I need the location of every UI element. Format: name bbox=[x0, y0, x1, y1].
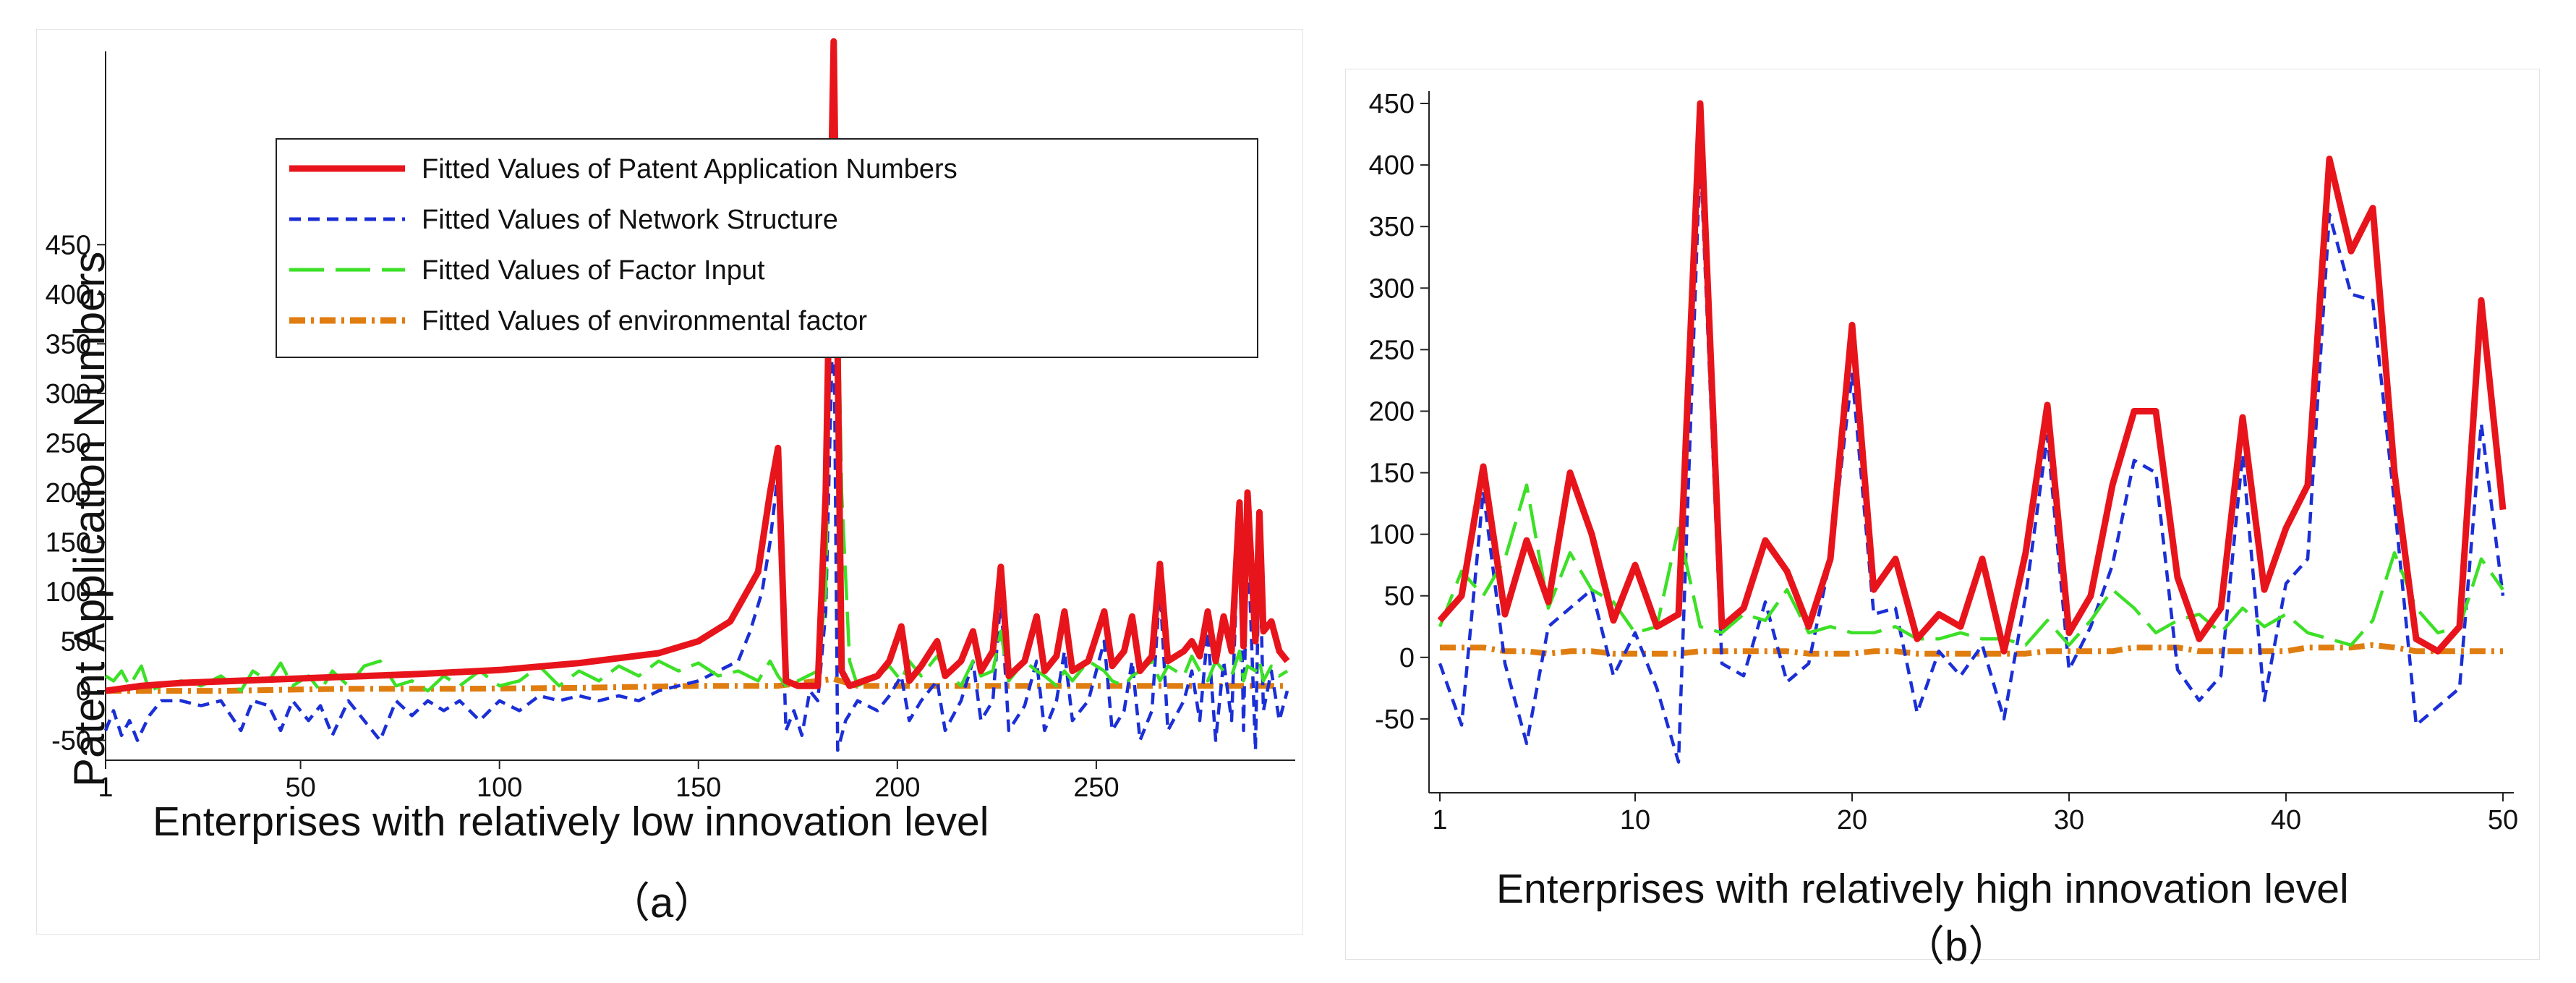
y-tick-label: 150 bbox=[46, 527, 91, 558]
legend-entry: Fitted Values of Network Structure bbox=[277, 197, 1257, 241]
y-tick-label: 50 bbox=[1384, 582, 1415, 612]
y-tick-label: 400 bbox=[46, 280, 91, 310]
series-line-dashdot-a bbox=[106, 676, 1287, 694]
y-tick-label: 400 bbox=[1369, 150, 1415, 181]
y-tick-label: 100 bbox=[46, 577, 91, 608]
legend-line-red bbox=[289, 165, 405, 172]
y-tick-label: 100 bbox=[1369, 520, 1415, 550]
y-tick-label: -50 bbox=[51, 726, 91, 757]
y-tick-label: 350 bbox=[1369, 212, 1415, 242]
legend-line-blue bbox=[289, 217, 405, 221]
y-tick-label: 200 bbox=[1369, 396, 1415, 427]
series-line-dashed-b bbox=[1438, 150, 2505, 764]
x-tick-label: 100 bbox=[477, 773, 522, 803]
chart-a-xlabel: Enterprises with relatively low innovati… bbox=[153, 799, 989, 845]
chart-a-caption: （a） bbox=[608, 880, 716, 927]
legend-label: Fitted Values of Factor Input bbox=[422, 255, 765, 286]
x-tick-label: 1 bbox=[1432, 805, 1447, 835]
y-tick-label: 300 bbox=[46, 379, 91, 409]
y-tick-label: 250 bbox=[46, 428, 91, 459]
x-tick-label: 10 bbox=[1620, 805, 1650, 835]
x-tick-label: 40 bbox=[2271, 805, 2301, 835]
legend-entry: Fitted Values of Patent Application Numb… bbox=[277, 147, 1257, 190]
legend-line-orange bbox=[289, 317, 405, 324]
y-tick-label: 350 bbox=[46, 329, 91, 359]
x-tick-label: 20 bbox=[1837, 805, 1867, 835]
chart-a-legend: Fitted Values of Patent Application Numb… bbox=[276, 138, 1258, 358]
chart-b-xlabel: Enterprises with relatively high innovat… bbox=[1496, 866, 2349, 912]
legend-entry: Fitted Values of environmental factor bbox=[277, 299, 1257, 342]
y-tick-label: 200 bbox=[46, 478, 91, 508]
x-tick-label: 200 bbox=[874, 773, 920, 803]
y-tick-label: 50 bbox=[61, 627, 91, 658]
series-line-dashdot-b bbox=[1440, 642, 2503, 657]
chart-panel-a: -50 0 50 100 150 200 250 300 350 400 450 1 50 100 150 2… bbox=[36, 29, 1303, 935]
y-tick-label: 450 bbox=[46, 230, 91, 260]
x-tick-label: 50 bbox=[285, 773, 315, 803]
y-tick-label: 150 bbox=[1369, 459, 1415, 489]
chart-a-ylabel: Patent Application Numbers bbox=[65, 251, 114, 787]
y-tick-label: 0 bbox=[1399, 643, 1415, 673]
legend-label: Fitted Values of Network Structure bbox=[422, 205, 838, 235]
x-tick-label: 150 bbox=[675, 773, 721, 803]
legend-label: Fitted Values of Patent Application Numb… bbox=[422, 154, 958, 184]
series-line-solid-a bbox=[105, 38, 1290, 694]
y-tick-label: 450 bbox=[1369, 89, 1415, 119]
legend-entry: Fitted Values of Factor Input bbox=[277, 248, 1257, 292]
x-tick-label: 30 bbox=[2054, 805, 2084, 835]
chart-panel-b: -50 0 50 100 150 200 250 300 350 400 450 1 10 20 30 40 5… bbox=[1345, 69, 2540, 970]
legend-line-green bbox=[289, 268, 405, 272]
x-tick-label: 250 bbox=[1073, 773, 1119, 803]
y-tick-label: 300 bbox=[1369, 273, 1415, 304]
x-tick-label: 1 bbox=[98, 773, 113, 803]
chart-b-caption: （b） bbox=[1903, 923, 2010, 970]
legend-label: Fitted Values of environmental factor bbox=[422, 306, 868, 336]
x-tick-label: 50 bbox=[2488, 805, 2518, 835]
y-tick-label: 0 bbox=[76, 676, 91, 707]
series-line-solid-b bbox=[1437, 100, 2507, 655]
series-line-dashed-a bbox=[103, 282, 1289, 752]
y-tick-label: -50 bbox=[1375, 705, 1415, 735]
chart-b-plot: -50 0 50 100 150 200 250 300 350 400 450 1 10 20 30 40 5… bbox=[1369, 89, 2519, 835]
y-tick-label: 250 bbox=[1369, 335, 1415, 365]
series-line-longdash-a bbox=[104, 49, 1289, 693]
